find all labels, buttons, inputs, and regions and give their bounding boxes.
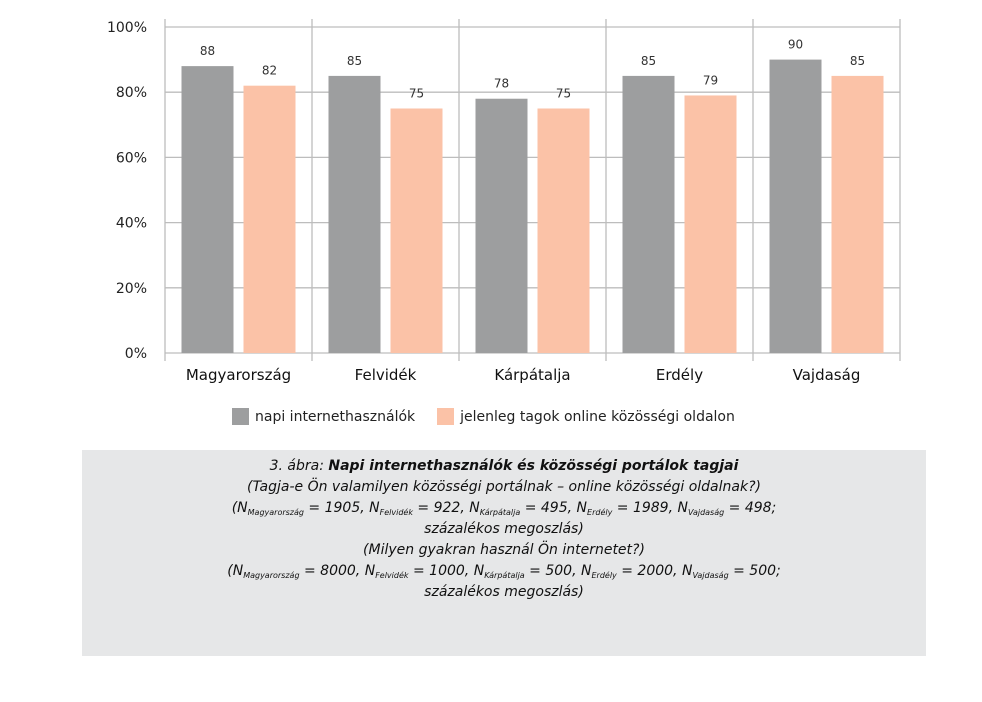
x-axis-categories: Magyarország Felvidék Kárpátalja Erdély Vajd… bbox=[186, 366, 861, 384]
caption-title-prefix: 3. ábra: bbox=[269, 458, 329, 474]
legend-item-daily-internet-users: napi internethasználók bbox=[232, 408, 415, 425]
y-tick-label: 100% bbox=[107, 20, 147, 36]
y-tick-label: 60% bbox=[116, 150, 147, 166]
bar-chart: 0%20%40%60%80%100% 88828575787585799085 … bbox=[107, 19, 901, 384]
bar bbox=[537, 108, 590, 353]
x-category-label: Felvidék bbox=[355, 366, 417, 384]
legend-item-social-members: jelenleg tagok online közösségi oldalon bbox=[437, 408, 735, 425]
chart-legend: napi internethasználók jelenleg tagok on… bbox=[232, 408, 757, 425]
bar bbox=[390, 108, 443, 353]
legend-swatch-salmon bbox=[437, 408, 455, 425]
region-subscript: Felvidék bbox=[379, 508, 413, 517]
bar bbox=[684, 95, 737, 354]
caption-sample-sizes-1: (NMagyarország = 1905, NFelvidék = 922, … bbox=[231, 500, 777, 517]
region-subscript: Kárpátalja bbox=[479, 508, 521, 517]
legend-swatch-gray bbox=[232, 408, 249, 425]
region-subscript: Magyarország bbox=[243, 571, 300, 580]
bar bbox=[475, 98, 528, 353]
data-label: 75 bbox=[556, 87, 571, 101]
data-label: 85 bbox=[850, 54, 865, 68]
data-label: 85 bbox=[641, 54, 656, 68]
bar bbox=[831, 75, 884, 354]
data-label: 75 bbox=[409, 87, 424, 101]
caption-title-line: 3. ábra: Napi internethasználók és közös… bbox=[82, 456, 926, 477]
bar bbox=[328, 75, 381, 354]
bars bbox=[181, 59, 884, 354]
data-label: 78 bbox=[494, 77, 509, 91]
x-category-label: Magyarország bbox=[186, 366, 291, 384]
bar bbox=[243, 85, 296, 354]
region-subscript: Erdély bbox=[591, 571, 617, 580]
y-tick-label: 40% bbox=[116, 216, 147, 232]
data-label: 88 bbox=[200, 44, 215, 58]
x-category-label: Erdély bbox=[656, 366, 703, 384]
bar bbox=[769, 59, 822, 353]
y-axis-ticks: 0% 20% 40% 60% 80% 100% bbox=[107, 20, 147, 362]
caption-question-1: (Tagja-e Ön valamilyen közösségi portáln… bbox=[247, 479, 761, 495]
y-tick-label: 20% bbox=[116, 281, 147, 297]
bar bbox=[181, 66, 234, 354]
region-subscript: Erdély bbox=[587, 508, 613, 517]
region-subscript: Kárpátalja bbox=[484, 571, 525, 580]
region-subscript: Felvidék bbox=[375, 571, 409, 580]
caption-sample-sizes-2: (NMagyarország = 8000, NFelvidék = 1000,… bbox=[227, 563, 781, 580]
figure-caption: 3. ábra: Napi internethasználók és közös… bbox=[82, 450, 926, 656]
caption-title: Napi internethasználók és közösségi port… bbox=[328, 458, 739, 474]
data-label: 85 bbox=[347, 54, 362, 68]
region-subscript: Vajdaság bbox=[692, 571, 729, 580]
caption-question-2: (Milyen gyakran használ Ön internetet?) bbox=[363, 542, 645, 558]
x-category-label: Kárpátalja bbox=[494, 366, 570, 384]
caption-distribution-1: százalékos megoszlás) bbox=[424, 521, 584, 537]
bar bbox=[622, 75, 675, 354]
y-tick-label: 0% bbox=[125, 346, 147, 362]
data-label: 82 bbox=[262, 64, 277, 78]
region-subscript: Magyarország bbox=[247, 508, 304, 517]
y-tick-label: 80% bbox=[116, 85, 147, 101]
caption-distribution-2: százalékos megoszlás) bbox=[424, 584, 584, 600]
data-label: 90 bbox=[788, 38, 803, 52]
legend-label: napi internethasználók bbox=[255, 408, 416, 425]
x-category-label: Vajdaság bbox=[793, 366, 861, 384]
region-subscript: Vajdaság bbox=[687, 508, 725, 517]
data-label: 79 bbox=[703, 73, 718, 87]
data-labels: 88 82 85 75 78 75 85 79 90 85 bbox=[200, 38, 865, 101]
legend-label: jelenleg tagok online közösségi oldalon bbox=[460, 408, 735, 425]
